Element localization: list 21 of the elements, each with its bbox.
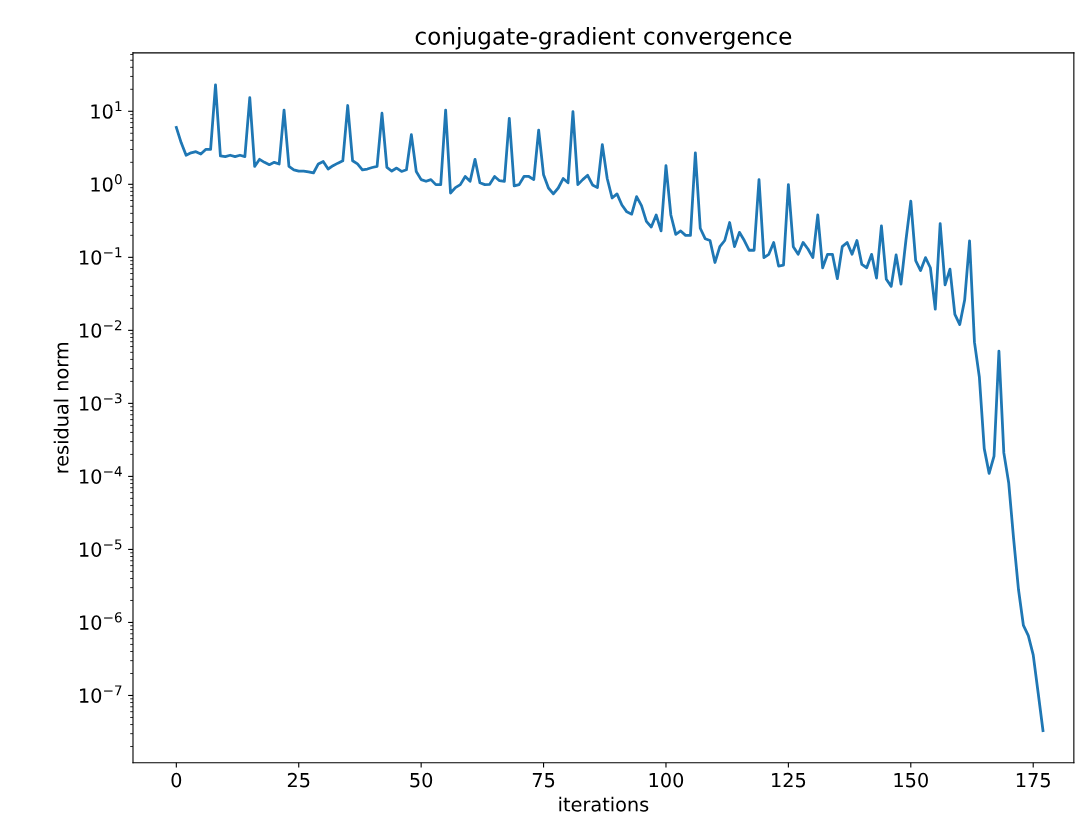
x-tick-label: 150 — [894, 772, 928, 788]
y-tick-label: 10$^{−1}$ — [80, 247, 122, 265]
x-tick-label: 75 — [532, 773, 555, 788]
y-tick-label: 10$^{−7}$ — [80, 685, 122, 703]
line-series — [174, 83, 1045, 733]
x-tick-label: 25 — [287, 772, 310, 788]
y-tick-label: 10$^{1}$ — [91, 101, 122, 119]
y-tick-label: 10$^{−2}$ — [80, 320, 122, 338]
y-tick-label: 10$^{−6}$ — [80, 612, 122, 630]
x-tick-label: 175 — [1016, 773, 1050, 788]
y-tick-label: 10$^{0}$ — [91, 174, 122, 192]
y-tick-label: 10$^{−3}$ — [80, 393, 122, 411]
x-tick-label: 0 — [171, 772, 182, 788]
y-tick-label: 10$^{−4}$ — [80, 466, 122, 484]
x-axis-title: iterations — [559, 796, 649, 812]
x-tick-label: 125 — [772, 772, 806, 788]
x-tick-label: 100 — [649, 772, 684, 788]
chart-title: conjugate-gradient convergence — [415, 26, 792, 50]
x-tick-label: 50 — [410, 772, 433, 788]
y-tick-label: 10$^{−5}$ — [80, 539, 122, 557]
y-axis-title: residual norm — [53, 342, 69, 473]
